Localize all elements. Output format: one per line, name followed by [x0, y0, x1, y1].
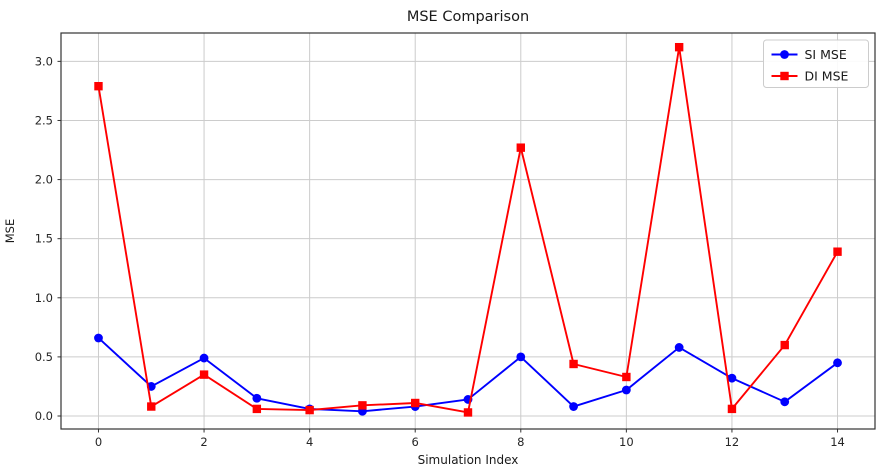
- series-si-mse-marker: [199, 353, 209, 363]
- x-axis-label: Simulation Index: [418, 453, 519, 467]
- ticks: 0 2 4 6 8 10 12 14 0.0 0.5 1.0 1.5 2.0 2.5 3.0: [35, 54, 845, 449]
- legend: SI MSE DI MSE: [763, 39, 869, 88]
- legend-sample-marker: [780, 71, 789, 81]
- series-si-mse-marker: [94, 333, 103, 343]
- series-si-mse: [94, 333, 842, 416]
- series-si-mse-marker: [727, 373, 737, 383]
- series-si-mse-marker: [516, 352, 526, 362]
- legend-label: DI MSE: [805, 69, 849, 84]
- series-di-mse-marker: [358, 401, 367, 410]
- series-di-mse-marker: [94, 81, 103, 91]
- series-si-mse-marker: [674, 343, 684, 352]
- series-si-mse-marker: [780, 397, 790, 407]
- x-tick-label: 12: [725, 435, 740, 449]
- series-di-mse-marker: [199, 370, 209, 379]
- x-tick-label: 6: [412, 435, 419, 449]
- y-tick-label: 1.5: [35, 232, 53, 246]
- gridlines: [61, 33, 875, 429]
- series-si-mse-marker: [252, 393, 262, 403]
- y-tick-label: 0.0: [35, 409, 53, 423]
- legend-sample-marker: [780, 50, 789, 59]
- y-axis-label: MSE: [3, 219, 17, 244]
- series-di-mse-marker: [411, 398, 420, 408]
- series-di-mse-marker: [305, 405, 314, 415]
- series-di-mse-marker: [252, 404, 262, 414]
- legend-label: SI MSE: [805, 47, 847, 62]
- x-tick-label: 2: [200, 435, 207, 449]
- series-di-mse-marker: [833, 247, 842, 256]
- series-di-mse-marker: [727, 404, 737, 414]
- chart-title: MSE Comparison: [407, 9, 529, 25]
- y-tick-label: 3.0: [35, 54, 53, 68]
- x-tick-label: 10: [619, 435, 634, 449]
- series-si-mse-marker: [621, 385, 631, 395]
- series-di-mse-marker: [516, 143, 525, 152]
- series-si-mse-marker: [569, 402, 578, 411]
- series-di-mse-marker: [780, 340, 789, 350]
- x-tick-label: 8: [517, 435, 524, 449]
- x-tick-label: 14: [830, 435, 845, 449]
- x-tick-label: 4: [306, 435, 313, 449]
- y-tick-label: 2.0: [35, 173, 53, 187]
- y-tick-label: 0.5: [35, 350, 53, 364]
- plot-border: [60, 32, 876, 430]
- series-di-mse: [94, 42, 842, 417]
- series-si-mse-marker: [833, 358, 842, 368]
- y-tick-label: 2.5: [35, 113, 53, 127]
- series-di-mse-marker: [622, 372, 631, 382]
- series-di-mse-marker: [463, 408, 473, 417]
- series-di-mse-marker: [674, 42, 684, 52]
- x-tick-label: 0: [95, 435, 102, 449]
- y-tick-label: 1.0: [35, 291, 53, 305]
- series-di-mse-marker: [569, 359, 578, 369]
- series-di-mse-marker: [147, 402, 156, 411]
